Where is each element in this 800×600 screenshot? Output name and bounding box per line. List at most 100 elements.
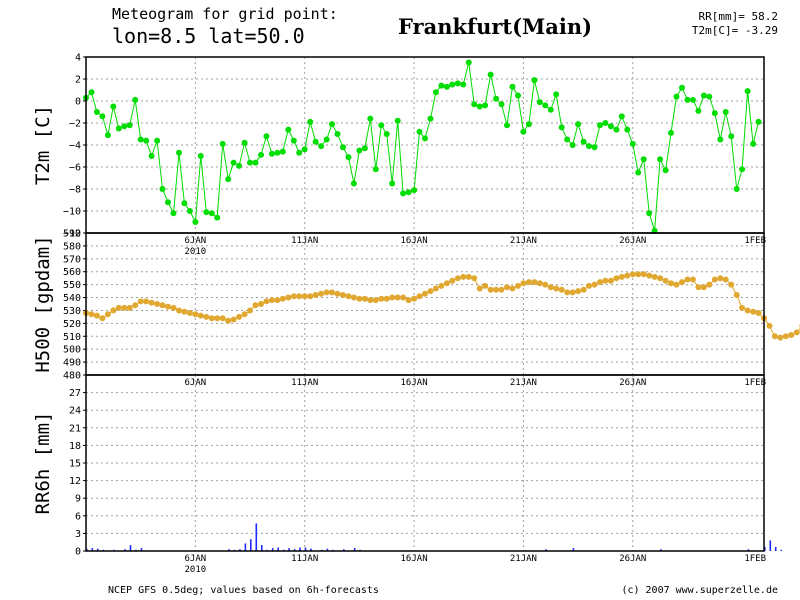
t2m-data-point	[132, 96, 139, 103]
h500-xtick-label: 1FEB	[744, 378, 766, 388]
t2m-data-point	[104, 132, 111, 139]
h500-data-point	[547, 284, 554, 291]
h500-data-point	[225, 317, 232, 324]
h500-ytick-label: 530	[63, 306, 81, 317]
t2m-ytick-label: −8	[69, 185, 81, 196]
t2m-data-point	[487, 71, 494, 78]
h500-data-point	[192, 311, 199, 318]
h500-data-point	[383, 295, 390, 302]
h500-data-point	[569, 289, 576, 296]
h500-data-point	[525, 279, 532, 286]
t2m-xtick-label: 21JAN	[510, 236, 537, 246]
t2m-data-point	[334, 131, 341, 137]
t2m-data-point	[575, 121, 582, 128]
t2m-data-point	[569, 142, 576, 148]
t2m-data-point	[296, 149, 303, 156]
h500-data-point	[640, 271, 647, 278]
h500-ytick-label: 500	[63, 345, 81, 356]
h500-data-point	[443, 280, 450, 287]
t2m-data-point	[520, 128, 527, 135]
h500-data-point	[285, 294, 292, 301]
h500-data-point	[394, 294, 401, 301]
h500-data-point	[602, 277, 609, 284]
h500-xtick-label: 21JAN	[510, 378, 537, 388]
h500-data-point	[329, 289, 335, 296]
h500-data-point	[471, 275, 478, 282]
copyright-note: (c) 2007 www.superzelle.de	[621, 585, 778, 596]
h500-data-point	[504, 284, 510, 291]
title-line-1: Meteogram for grid point:	[112, 5, 338, 23]
h500-data-point	[618, 273, 625, 280]
t2m-data-point	[389, 180, 396, 187]
rr6h-ytick-label: 27	[69, 388, 81, 399]
t2m-data-point	[307, 118, 314, 125]
t2m-ytick-label: −12	[63, 229, 81, 240]
h500-data-point	[711, 276, 718, 283]
h500-data-point	[613, 275, 620, 282]
h500-data-point	[263, 298, 270, 305]
t2m-data-point	[427, 115, 434, 122]
h500-ytick-label: 560	[63, 267, 81, 278]
t2m-data-point	[279, 148, 286, 155]
h500-data-point	[361, 295, 368, 302]
rr6h-ytick-label: 6	[75, 511, 81, 522]
h500-data-point	[739, 304, 746, 311]
t2m-data-point	[367, 115, 374, 122]
t2m-data-point	[197, 153, 204, 159]
h500-data-point	[411, 295, 418, 302]
rr6h-bar	[140, 548, 143, 551]
h500-data-point	[154, 301, 161, 307]
h500-xtick-label: 16JAN	[401, 378, 428, 388]
t2m-data-point	[509, 83, 516, 90]
h500-data-point	[236, 313, 243, 320]
h500-xtick-label: 6JAN	[185, 378, 207, 388]
t2m-xtick-label: 11JAN	[291, 236, 318, 246]
h500-ytick-label: 510	[63, 332, 81, 343]
h500-data-point	[755, 310, 762, 316]
t2m-data-point	[405, 189, 412, 196]
t2m-data-point	[744, 88, 751, 95]
rr6h-ytick-label: 18	[69, 441, 81, 452]
h500-data-point	[717, 275, 724, 282]
rr6h-ytick-label: 12	[69, 476, 81, 487]
t2m-data-point	[728, 133, 735, 140]
h500-ytick-label: 520	[63, 319, 81, 330]
h500-xtick-label: 11JAN	[291, 378, 318, 388]
t2m-data-point	[219, 140, 226, 147]
h500-ytick-label: 490	[63, 358, 81, 369]
h500-data-point	[700, 284, 707, 291]
t2m-data-point	[504, 122, 510, 129]
h500-data-point	[591, 281, 598, 288]
h500-data-point	[668, 280, 674, 287]
h500-data-point	[684, 276, 691, 283]
t2m-data-point	[498, 101, 505, 108]
h500-data-point	[110, 307, 117, 314]
h500-data-point	[88, 311, 95, 318]
h500-data-point	[312, 292, 319, 298]
h500-data-point	[372, 297, 379, 304]
h500-data-point	[788, 332, 795, 338]
h500-data-point	[126, 304, 133, 311]
t2m-data-point	[247, 159, 253, 166]
rr6h-bar	[769, 540, 772, 551]
t2m-data-point	[602, 120, 609, 126]
h500-ytick-label: 480	[63, 371, 81, 382]
h500-data-point	[307, 293, 314, 300]
title-line-2: lon=8.5 lat=50.0	[112, 24, 305, 48]
h500-data-point	[782, 333, 789, 340]
rr6h-xtick-label: 1FEB	[744, 554, 766, 564]
rr6h-xtick-sublabel: 2010	[185, 565, 207, 575]
t2m-data-point	[443, 83, 450, 90]
h500-data-point	[531, 279, 538, 286]
rr6h-xtick-label: 16JAN	[401, 554, 428, 564]
t2m-data-point	[192, 219, 199, 225]
t2m-data-point	[236, 162, 243, 169]
t2m-ytick-label: 0	[75, 97, 81, 108]
h500-data-point	[203, 313, 210, 320]
t2m-data-point	[400, 190, 407, 197]
t2m-data-point	[657, 156, 664, 163]
t2m-ytick-label: −4	[69, 141, 81, 152]
t2m-data-point	[318, 143, 325, 150]
h500-data-point	[197, 312, 204, 319]
rr6h-ytick-label: 9	[75, 494, 81, 505]
